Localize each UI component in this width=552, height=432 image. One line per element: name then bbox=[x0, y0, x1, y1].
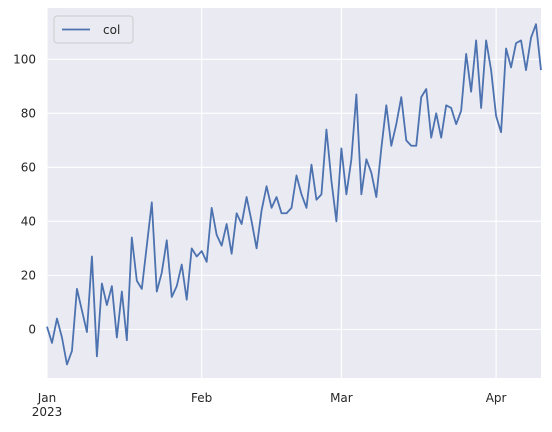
y-tick-label: 60 bbox=[21, 160, 36, 174]
y-tick-label: 80 bbox=[21, 106, 36, 120]
x-tick-label: Apr bbox=[486, 391, 507, 405]
y-tick-label: 20 bbox=[21, 268, 36, 282]
legend: col bbox=[54, 16, 133, 43]
y-tick-label: 40 bbox=[21, 214, 36, 228]
x-tick-label: Jan bbox=[37, 391, 57, 405]
x-tick-label: Mar bbox=[330, 391, 353, 405]
x-tick-sublabel: 2023 bbox=[32, 405, 63, 419]
legend-label-col: col bbox=[103, 23, 120, 37]
y-tick-label: 0 bbox=[28, 322, 36, 336]
x-tick-label: Feb bbox=[191, 391, 212, 405]
y-tick-label: 100 bbox=[13, 52, 36, 66]
